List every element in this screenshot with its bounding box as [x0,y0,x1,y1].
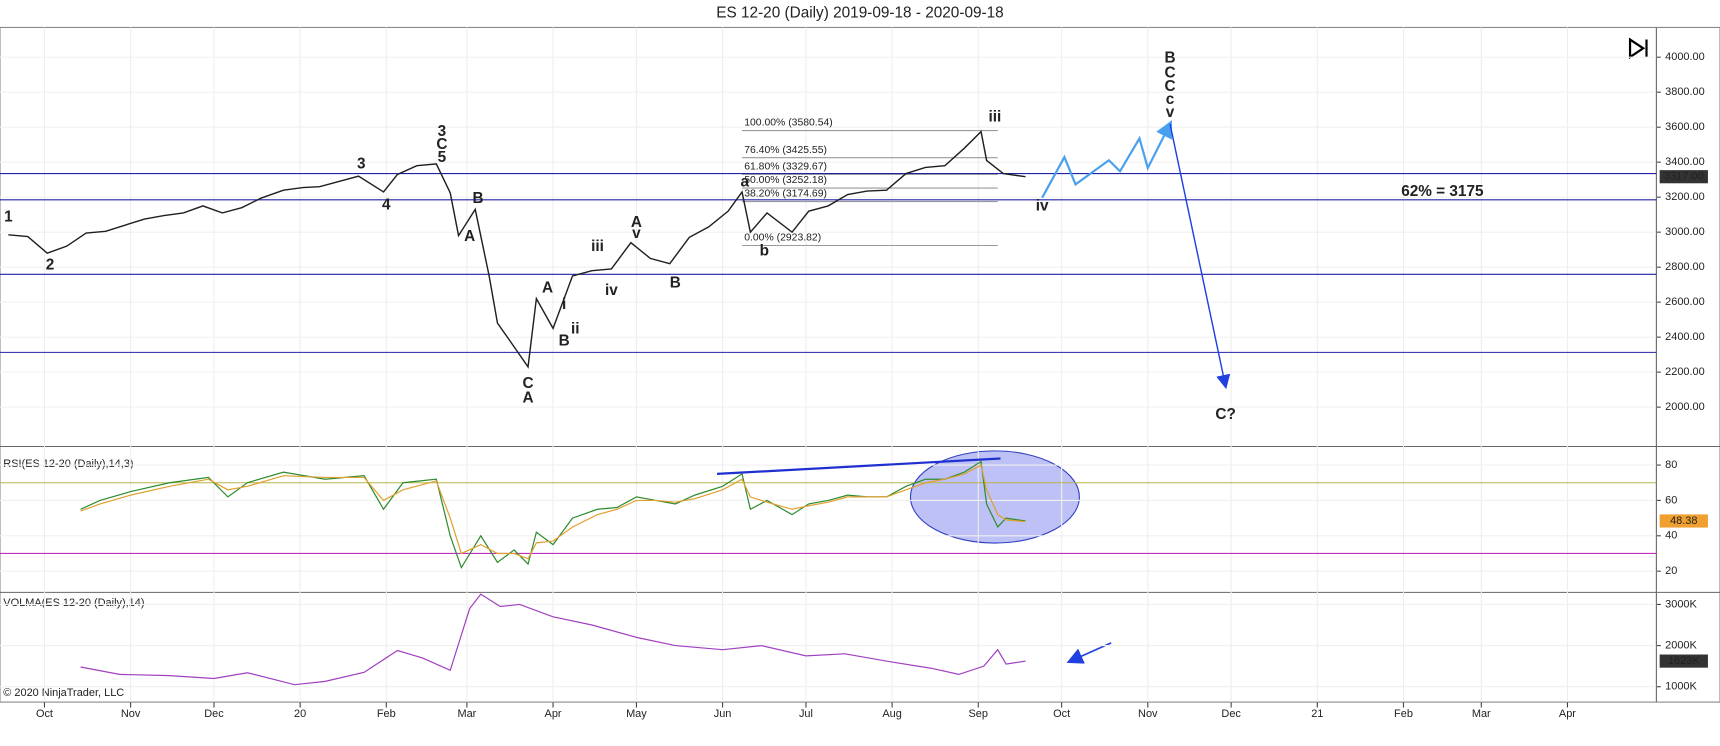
wave-label: 1 [4,208,13,225]
wave-label: C [1164,78,1175,95]
x-tick-label: 20 [294,708,306,720]
x-tick-label: Sep [969,708,989,720]
panel-title: RSI(ES 12-20 (Daily),14,3) [3,458,133,470]
wave-label: B [559,332,570,349]
wave-label: A [631,214,642,231]
fib-label: 50.00% (3252.18) [744,175,827,186]
panel-title: VOLMA(ES 12-20 (Daily),14) [3,597,144,609]
wave-label: iii [591,238,604,255]
fib-label: 0.00% (2923.82) [744,233,821,244]
y-tick-label: 1000K [1665,681,1697,693]
wave-label: c [1166,91,1175,108]
x-tick-label: Mar [457,708,476,720]
y-tick-label: 2800.00 [1665,261,1705,273]
last-value-box [1659,170,1708,184]
fib-label: 76.40% (3425.55) [744,145,827,156]
footer: © 2020 NinjaTrader, LLC [3,687,124,699]
wave-label: B [670,274,681,291]
x-tick-label: Aug [882,708,902,720]
y-tick-label: 2600.00 [1665,296,1705,308]
y-tick-label: 3000.00 [1665,226,1705,238]
wave-label: iii [989,109,1002,126]
wave-label: i [562,296,566,313]
highlight-ellipse [909,450,1080,544]
last-value-box [1659,514,1708,528]
y-tick-label: 2000K [1665,639,1697,651]
x-tick-label: Oct [36,708,53,720]
draw-icon[interactable] [1628,37,1648,60]
wave-label: 4 [382,196,391,213]
y-tick-label: 40 [1665,530,1677,542]
wave-label: A [522,389,533,406]
y-tick-label: 3400.00 [1665,156,1705,168]
wave-label: a [741,173,750,190]
wave-label: C [436,136,447,153]
y-tick-label: 20 [1665,565,1677,577]
last-value-label: 48.38 [1670,515,1697,527]
x-tick-label: Dec [1221,708,1241,720]
x-tick-label: 21 [1311,708,1323,720]
wave-label: 2 [46,257,55,274]
x-tick-label: Jul [799,708,813,720]
fib-label: 38.20% (3174.69) [744,189,827,200]
y-tick-label: 3600.00 [1665,121,1705,133]
wave-label: A [464,228,475,245]
fib-label: 100.00% (3580.54) [744,118,833,129]
wave-label: 5 [438,149,447,166]
chart-title: ES 12-20 (Daily) 2019-09-18 - 2020-09-18 [716,4,1003,21]
x-tick-label: Mar [1472,708,1491,720]
x-tick-label: Jun [714,708,732,720]
y-tick-label: 3000K [1665,598,1697,610]
x-tick-label: Nov [1138,708,1158,720]
projection [1041,120,1173,199]
y-tick-label: 2200.00 [1665,366,1705,378]
wave-label: 62% = 3175 [1401,183,1484,200]
x-tick-label: Nov [121,708,141,720]
wave-label: C [522,375,533,392]
wave-label: b [760,242,769,259]
wave-label: C? [1215,406,1235,423]
wave-label: iv [605,282,618,299]
fib-label: 61.80% (3329.67) [744,162,827,173]
y-tick-label: 2400.00 [1665,331,1705,343]
x-tick-label: Feb [377,708,396,720]
trendline [716,457,1001,476]
wave-label: 3 [357,156,366,173]
y-tick-label: 3800.00 [1665,86,1705,98]
wave-label: v [1166,104,1175,121]
last-value-box [1659,654,1708,668]
projection [1169,123,1231,390]
wave-label: B [1164,49,1175,66]
x-tick-label: May [626,708,647,720]
wave-label: C [1164,65,1175,82]
y-tick-label: 60 [1665,494,1677,506]
y-tick-label: 80 [1665,459,1677,471]
y-tick-label: 4000.00 [1665,51,1705,63]
wave-label: B [472,190,483,207]
wave-label: iv [1036,198,1049,215]
wave-label: ii [571,320,580,337]
last-value-label: 1623K [1668,655,1700,667]
series-line [80,464,1026,560]
last-value-label: 3317.00 [1664,171,1704,183]
series-line [80,593,1026,686]
series-line [8,130,1026,369]
wave-label: v [632,225,641,242]
y-tick-label: 2000.00 [1665,401,1705,413]
x-tick-label: Dec [204,708,224,720]
x-tick-label: Feb [1394,708,1413,720]
frame [0,26,1720,703]
x-tick-label: Oct [1053,708,1070,720]
x-tick-label: Apr [1559,708,1576,720]
wave-label: A [542,280,553,297]
y-tick-label: 3200.00 [1665,191,1705,203]
wave-label: 3 [438,123,447,140]
x-tick-label: Apr [545,708,562,720]
